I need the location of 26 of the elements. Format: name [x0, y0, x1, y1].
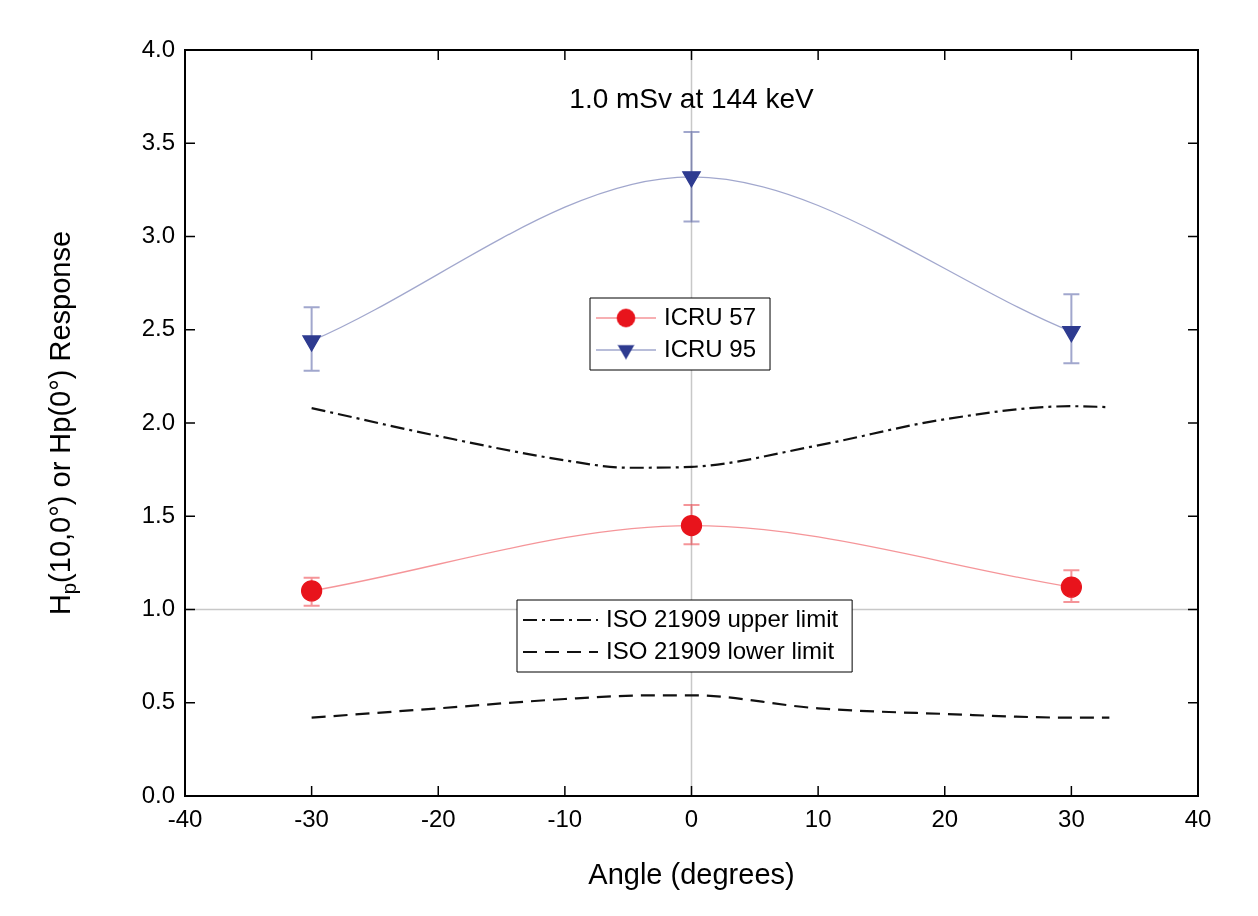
x-tick-label: 0 [684, 805, 699, 833]
y-tick-label: 0.0 [141, 780, 175, 808]
x-tick-label: 20 [931, 805, 959, 833]
y-axis-title: Hp(10,0°) or Hp(0°) Response [44, 230, 81, 616]
legend-label: ISO 21909 lower limit [606, 636, 835, 664]
y-tick-label: 4.0 [141, 34, 175, 62]
y-tick-label: 3.5 [141, 127, 175, 155]
x-tick-label: -40 [167, 805, 203, 833]
legend-label: ICRU 95 [664, 334, 757, 362]
y-tick-label: 2.5 [141, 314, 175, 342]
y-tick-label: 0.5 [141, 687, 175, 715]
x-tick-label: -20 [420, 805, 456, 833]
annotation: 1.0 mSv at 144 keV [569, 82, 814, 114]
legend-label: ISO 21909 upper limit [606, 604, 839, 632]
y-tick-label: 3.0 [141, 221, 175, 249]
line-series [310, 694, 1111, 719]
x-tick-label: 10 [804, 805, 832, 833]
y-tick-label: 1.0 [141, 594, 175, 622]
y-tick-label: 2.0 [141, 407, 175, 435]
legend-label: ICRU 57 [664, 302, 757, 330]
x-tick-label: 30 [1058, 805, 1085, 833]
x-tick-label: 40 [1184, 805, 1212, 833]
x-tick-label: -30 [294, 805, 329, 833]
x-tick-label: -10 [547, 805, 583, 833]
x-axis-title: Angle (degrees) [588, 858, 795, 890]
y-tick-label: 1.5 [141, 500, 175, 528]
